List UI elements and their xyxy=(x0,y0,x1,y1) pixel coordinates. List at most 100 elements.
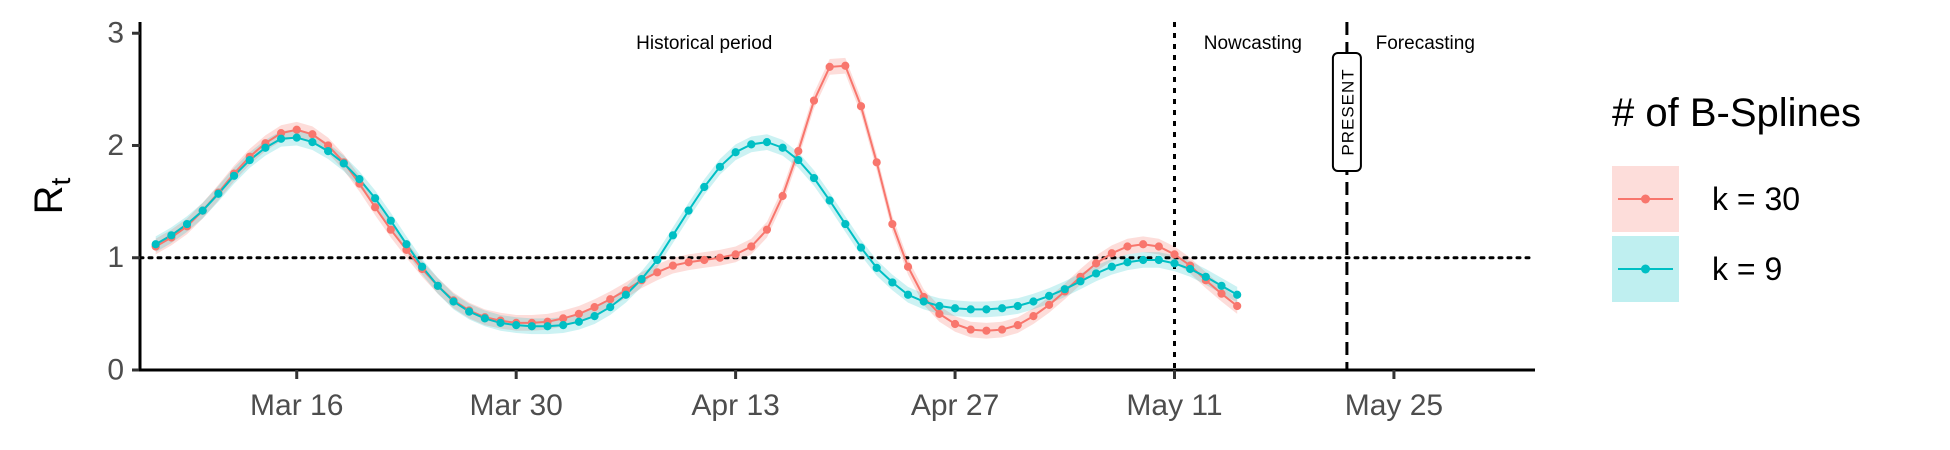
data-point xyxy=(198,206,207,215)
data-point xyxy=(809,173,819,183)
data-point xyxy=(731,250,740,259)
data-point xyxy=(1217,289,1226,298)
data-point xyxy=(668,231,678,240)
data-point xyxy=(903,290,913,299)
data-point xyxy=(856,243,866,252)
data-point xyxy=(1060,285,1069,294)
data-point xyxy=(371,203,380,212)
data-point xyxy=(1154,242,1163,251)
data-point xyxy=(1170,259,1179,268)
period-annotations: Historical period Nowcasting Forecasting xyxy=(636,33,1475,54)
data-point xyxy=(621,290,630,299)
data-point xyxy=(465,307,474,316)
data-point xyxy=(323,146,333,156)
data-point xyxy=(856,102,866,111)
data-point xyxy=(276,134,286,143)
data-point xyxy=(386,216,395,225)
data-point xyxy=(261,143,270,152)
data-point xyxy=(919,297,928,306)
data-point xyxy=(590,303,599,312)
period-annotation: Forecasting xyxy=(1376,33,1475,54)
data-point xyxy=(543,322,552,331)
data-point xyxy=(1201,272,1210,281)
legend-key-point xyxy=(1641,194,1650,204)
data-point xyxy=(1139,240,1148,249)
period-separators xyxy=(1172,22,1349,370)
data-point xyxy=(950,304,960,313)
data-point xyxy=(966,305,975,314)
series-line xyxy=(155,136,1238,328)
data-point xyxy=(402,240,411,249)
data-point xyxy=(386,225,395,234)
data-point xyxy=(1123,242,1132,251)
data-point xyxy=(1029,312,1038,321)
data-point xyxy=(1123,258,1132,267)
data-point xyxy=(229,171,239,180)
data-point xyxy=(1217,281,1226,290)
x-tick-label: Apr 13 xyxy=(691,389,779,422)
data-point xyxy=(1013,301,1022,311)
plot-area: PRESENT Historical period Nowcasting Forec… xyxy=(138,22,1537,370)
x-tick-label: Mar 30 xyxy=(469,389,562,422)
data-point xyxy=(1139,255,1148,265)
x-ticks: Mar 16 Mar 30 Apr 13 Apr 27 May 11 May 25 xyxy=(250,370,1443,422)
data-point xyxy=(1107,249,1116,258)
legend-title: # of B-Splines xyxy=(1612,91,1861,135)
y-tick-label: 0 xyxy=(107,354,124,387)
present-label-text: PRESENT xyxy=(1338,68,1357,155)
data-point xyxy=(339,159,348,168)
data-point xyxy=(1233,301,1242,311)
data-point xyxy=(778,143,787,152)
data-point xyxy=(684,258,693,267)
y-axis-title-subscript: t xyxy=(45,177,76,185)
series-band xyxy=(155,129,1238,335)
data-point xyxy=(637,274,646,284)
data-point xyxy=(731,148,740,157)
data-point xyxy=(245,155,254,165)
data-point xyxy=(590,312,599,321)
data-point xyxy=(841,61,850,70)
data-point xyxy=(653,255,662,265)
data-point xyxy=(872,263,881,272)
data-point xyxy=(1170,250,1179,259)
data-point xyxy=(606,295,615,304)
data-point xyxy=(668,261,678,270)
data-point xyxy=(872,158,881,167)
data-point xyxy=(292,133,301,142)
data-point xyxy=(292,125,301,134)
data-point xyxy=(1013,320,1022,330)
data-point xyxy=(308,130,317,139)
data-point xyxy=(574,317,583,326)
data-point xyxy=(825,196,834,205)
data-point xyxy=(527,322,536,331)
data-point xyxy=(1045,300,1054,309)
data-point xyxy=(888,278,897,287)
y-axis-title-main: R xyxy=(27,185,71,214)
data-point xyxy=(762,225,772,234)
data-point xyxy=(308,138,317,147)
data-point xyxy=(151,240,160,249)
period-annotation: Historical period xyxy=(636,33,772,54)
y-tick-label: 1 xyxy=(107,241,124,274)
data-point xyxy=(606,303,615,312)
data-point xyxy=(997,304,1007,313)
data-point xyxy=(449,297,458,306)
data-point xyxy=(982,326,991,335)
data-point xyxy=(480,314,489,323)
data-point xyxy=(559,314,568,323)
data-point xyxy=(496,318,505,327)
period-annotation: Nowcasting xyxy=(1204,33,1302,54)
legend: # of B-Splines k = 30 k = 9 xyxy=(1612,91,1861,302)
data-point xyxy=(418,262,427,271)
data-point xyxy=(935,301,944,311)
data-point xyxy=(512,320,521,330)
y-axis-title: Rt xyxy=(27,177,76,214)
data-point xyxy=(950,319,960,329)
data-point xyxy=(1154,255,1163,265)
data-point xyxy=(559,320,568,330)
data-point xyxy=(794,155,803,165)
data-point xyxy=(1233,290,1242,299)
data-point xyxy=(1092,259,1101,268)
x-tick-label: Apr 27 xyxy=(911,389,999,422)
